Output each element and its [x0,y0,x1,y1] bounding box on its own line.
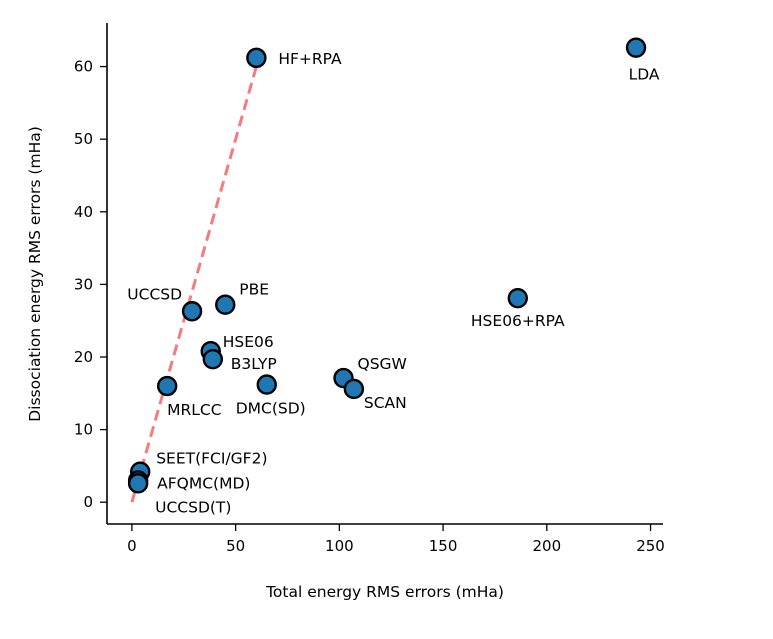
point-label: QSGW [358,355,407,373]
axes [106,23,663,525]
point-label: LDA [629,66,660,84]
point-label: HSE06 [223,333,274,351]
data-point [246,47,267,69]
y-tick-label: 50 [74,130,93,148]
data-point [215,294,236,315]
x-tick-label: 0 [127,537,137,555]
fit-line [130,51,262,503]
y-axis-title: Dissociation energy RMS errors (mHa) [26,126,44,422]
point-label: UCCSD(T) [155,498,231,516]
point-label: B3LYP [231,355,277,373]
y-tick-label: 30 [74,275,93,293]
x-tick-label: 200 [533,537,562,555]
x-axis-title: Total energy RMS errors (mHa) [265,583,504,601]
data-point [202,348,224,370]
point-labels-layer: HF+RPA LDA PBE UCCSD HSE06+RPA HSE06 B3LYP QSGW… [127,50,660,516]
y-tick-label: 10 [74,421,93,439]
x-tick-label: 100 [325,537,354,555]
fit-line-layer [130,51,262,503]
x-ticks: 0 50 100 150 200 250 [127,524,665,555]
x-tick-label: 150 [429,537,458,555]
data-point [625,37,647,58]
point-label: SCAN [364,394,407,412]
y-tick-label: 20 [74,348,93,366]
point-label: HSE06+RPA [471,312,565,330]
y-tick-label: 0 [83,493,93,511]
points-layer [127,37,647,494]
data-point [343,378,365,400]
y-ticks: 0 10 20 30 40 50 60 [74,58,107,511]
point-label: SEET(FCI/GF2) [156,450,267,468]
x-tick-label: 50 [226,537,245,555]
point-label: AFQMC(MD) [157,474,250,492]
point-label: HF+RPA [278,50,342,68]
data-point [156,375,178,397]
data-point [127,473,149,494]
point-label: UCCSD [127,285,182,303]
y-tick-label: 40 [74,203,93,221]
point-label: DMC(SD) [236,400,306,418]
data-point [181,301,203,322]
data-point [507,287,528,309]
point-label: MRLCC [167,401,221,419]
data-point [256,374,277,395]
point-label: PBE [239,281,269,299]
x-tick-label: 250 [636,537,665,555]
y-tick-label: 60 [74,58,93,76]
